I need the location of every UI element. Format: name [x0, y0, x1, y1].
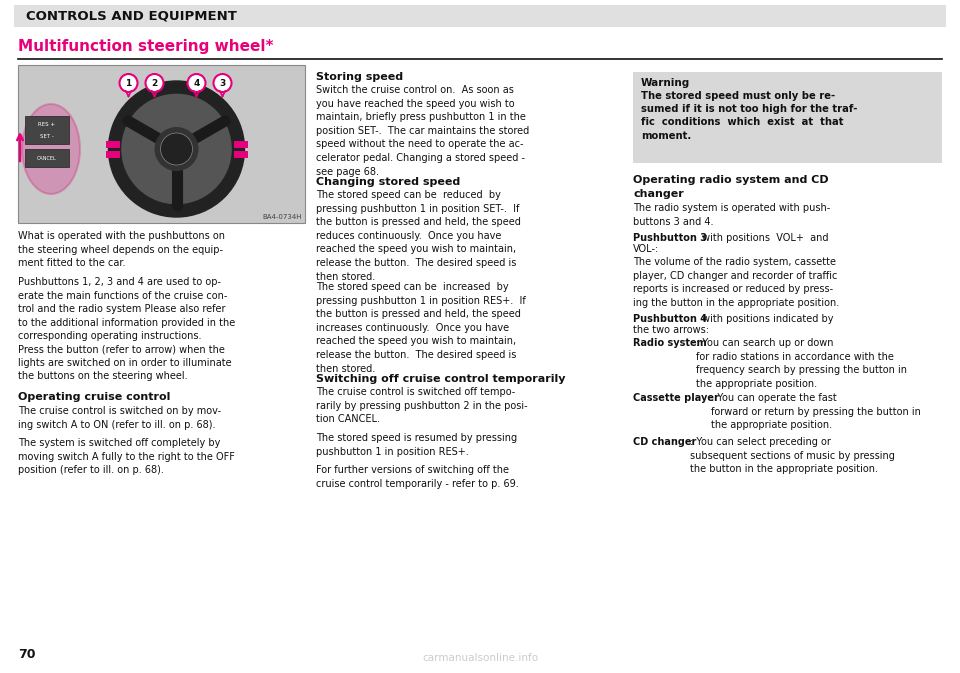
- Bar: [106, 141, 119, 148]
- Bar: [14, 5, 946, 27]
- Text: Multifunction steering wheel*: Multifunction steering wheel*: [18, 40, 274, 55]
- Bar: [233, 151, 248, 158]
- Text: 3: 3: [220, 79, 226, 87]
- Bar: [25, 149, 69, 167]
- Text: : You can select preceding or
subsequent sections of music by pressing
the butto: : You can select preceding or subsequent…: [690, 437, 895, 474]
- Text: The stored speed can be  increased  by
pressing pushbutton 1 in position RES+.  : The stored speed can be increased by pre…: [316, 282, 526, 374]
- Text: Storing speed: Storing speed: [316, 72, 403, 82]
- Text: What is operated with the pushbuttons on
the steering wheel depends on the equip: What is operated with the pushbuttons on…: [18, 231, 225, 269]
- Text: The volume of the radio system, cassette
player, CD changer and recorder of traf: The volume of the radio system, cassette…: [633, 257, 839, 308]
- Bar: [106, 151, 119, 158]
- Text: Radio system: Radio system: [633, 338, 707, 348]
- Text: The radio system is operated with push-
buttons 3 and 4.: The radio system is operated with push- …: [633, 203, 830, 227]
- Bar: [18, 65, 305, 223]
- Circle shape: [160, 133, 193, 165]
- Text: 70: 70: [18, 648, 36, 661]
- Circle shape: [187, 74, 205, 92]
- Text: RES +: RES +: [38, 122, 56, 127]
- Text: with positions indicated by: with positions indicated by: [699, 314, 833, 324]
- Text: Warning: Warning: [641, 78, 690, 88]
- Text: CD changer: CD changer: [633, 437, 696, 447]
- Text: : You can search up or down
for radio stations in accordance with the
frequency : : You can search up or down for radio st…: [696, 338, 907, 389]
- Text: carmanuaIsonline.info: carmanuaIsonline.info: [422, 653, 538, 663]
- Text: Pushbutton 4: Pushbutton 4: [633, 314, 707, 324]
- Text: Switching off cruise control temporarily: Switching off cruise control temporarily: [316, 374, 565, 384]
- Circle shape: [121, 93, 232, 205]
- Text: The stored speed can be  reduced  by
pressing pushbutton 1 in position SET-.  If: The stored speed can be reduced by press…: [316, 190, 521, 281]
- Text: 4: 4: [193, 79, 200, 87]
- Text: Changing stored speed: Changing stored speed: [316, 177, 460, 187]
- Text: The system is switched off completely by
moving switch A fully to the right to t: The system is switched off completely by…: [18, 438, 235, 475]
- Text: the two arrows:: the two arrows:: [633, 325, 709, 335]
- Text: Operating radio system and CD
changer: Operating radio system and CD changer: [633, 175, 828, 199]
- Text: Operating cruise control: Operating cruise control: [18, 392, 170, 402]
- Text: Cassette player: Cassette player: [633, 393, 719, 403]
- Circle shape: [213, 74, 231, 92]
- Text: For further versions of switching off the
cruise control temporarily - refer to : For further versions of switching off th…: [316, 465, 518, 489]
- Bar: [633, 72, 942, 163]
- Text: CONTROLS AND EQUIPMENT: CONTROLS AND EQUIPMENT: [26, 9, 237, 22]
- Bar: [233, 141, 248, 148]
- Text: : You can operate the fast
forward or return by pressing the button in
the appro: : You can operate the fast forward or re…: [711, 393, 921, 430]
- Text: with positions  VOL+  and: with positions VOL+ and: [699, 233, 828, 243]
- Text: 1: 1: [126, 79, 132, 87]
- Ellipse shape: [22, 104, 80, 194]
- Text: The stored speed must only be re-
sumed if it is not too high for the traf-
fic : The stored speed must only be re- sumed …: [641, 91, 857, 141]
- Text: The stored speed is resumed by pressing
pushbutton 1 in position RES+.: The stored speed is resumed by pressing …: [316, 433, 517, 456]
- Text: BA4-0734H: BA4-0734H: [262, 214, 302, 220]
- Text: Press the button (refer to arrow) when the
lights are switched on in order to il: Press the button (refer to arrow) when t…: [18, 344, 231, 381]
- Circle shape: [119, 74, 137, 92]
- Text: Pushbutton 3: Pushbutton 3: [633, 233, 707, 243]
- Text: The cruise control is switched off tempo-
rarily by pressing pushbutton 2 in the: The cruise control is switched off tempo…: [316, 387, 528, 424]
- Text: 2: 2: [152, 79, 157, 87]
- Text: CANCEL: CANCEL: [37, 155, 57, 160]
- Bar: [25, 116, 69, 144]
- Text: SET -: SET -: [40, 133, 54, 139]
- Text: Pushbuttons 1, 2, 3 and 4 are used to op-
erate the main functions of the cruise: Pushbuttons 1, 2, 3 and 4 are used to op…: [18, 277, 235, 341]
- Text: VOL-:: VOL-:: [633, 244, 660, 254]
- Text: Switch the cruise control on.  As soon as
you have reached the speed you wish to: Switch the cruise control on. As soon as…: [316, 85, 529, 176]
- Circle shape: [155, 127, 199, 171]
- Circle shape: [146, 74, 163, 92]
- Text: The cruise control is switched on by mov-
ing switch A to ON (refer to ill. on p: The cruise control is switched on by mov…: [18, 406, 221, 429]
